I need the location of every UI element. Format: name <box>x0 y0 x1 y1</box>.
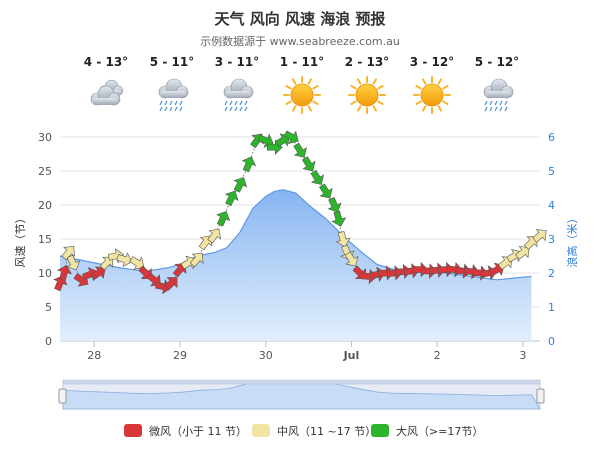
wind-arrow[interactable] <box>116 251 135 269</box>
wind-arrow[interactable] <box>334 230 351 248</box>
x-tick-label: 29 <box>173 349 187 362</box>
wind-arrow[interactable] <box>136 263 157 284</box>
wind-arrow[interactable] <box>187 249 207 269</box>
wind-arrow[interactable] <box>316 182 336 202</box>
wind-arrow[interactable] <box>231 174 250 194</box>
forecast-temp: 2 - 13° <box>345 55 389 69</box>
wind-arrow[interactable] <box>59 242 79 262</box>
y-right-tick-label: 0 <box>548 335 555 348</box>
wind-arrow[interactable] <box>325 196 344 216</box>
y-right-tick-label: 3 <box>548 233 555 246</box>
y-left-tick-label: 5 <box>45 301 52 314</box>
wind-arrow[interactable] <box>307 168 327 188</box>
y-right-tick-label: 4 <box>548 199 555 212</box>
y-left-tick-label: 15 <box>38 233 52 246</box>
legend-item-moderate[interactable]: 中风（11 ~17 节） <box>252 424 376 438</box>
y-right-tick-label: 1 <box>548 301 555 314</box>
y-left-tick-label: 10 <box>38 267 52 280</box>
chart-subtitle: 示例数据源于 www.seabreeze.com.au <box>200 34 400 48</box>
wind-arrow[interactable] <box>64 253 83 273</box>
x-tick-label: Jul <box>343 349 360 362</box>
y-right-tick-label: 2 <box>548 267 555 280</box>
y-right-axis-label: 浪高（米） <box>565 213 579 268</box>
wind-arrow[interactable] <box>214 208 233 227</box>
wind-arrow[interactable] <box>530 225 550 245</box>
wave-series <box>59 189 532 341</box>
chart-title: 天气 风向 风速 海浪 预报 <box>215 10 386 28</box>
sun-icon <box>283 76 321 114</box>
y-left-axis-label: 风速（节） <box>14 213 27 268</box>
y-left-tick-label: 0 <box>45 335 52 348</box>
forecast-row: 4 - 13° 5 - 11° 3 - 11° 1 - 11° 2 - 13° 3 - 1… <box>84 55 519 114</box>
legend-label-light: 微风（小于 11 节） <box>149 424 247 438</box>
navigator-scroll-handle[interactable] <box>62 379 541 385</box>
wind-arrow[interactable] <box>56 263 74 281</box>
rain-icon <box>223 78 254 112</box>
rain-icon <box>483 78 514 112</box>
wind-arrow[interactable] <box>89 263 109 283</box>
navigator-right-handle[interactable] <box>536 388 545 404</box>
x-tick-label: 30 <box>259 349 273 362</box>
legend-item-light[interactable]: 微风（小于 11 节） <box>124 424 247 438</box>
wind-arrow[interactable] <box>330 210 347 228</box>
navigator[interactable] <box>58 379 545 410</box>
wind-arrow[interactable] <box>205 225 225 245</box>
legend-label-moderate: 中风（11 ~17 节） <box>277 425 376 438</box>
x-tick-label: 3 <box>519 349 526 362</box>
wind-arrow[interactable] <box>299 155 319 175</box>
wind-series <box>53 127 550 295</box>
legend-swatch-strong <box>371 424 389 437</box>
forecast-temp: 5 - 11° <box>150 55 194 69</box>
sun-icon <box>348 76 386 114</box>
sun-icon <box>413 76 451 114</box>
wind-arrow[interactable] <box>282 127 302 147</box>
x-tick-label: 2 <box>434 349 441 362</box>
wind-arrow[interactable] <box>162 273 183 294</box>
x-tick-label: 28 <box>87 349 101 362</box>
wind-arrow[interactable] <box>222 188 241 208</box>
wind-arrow[interactable] <box>127 253 147 273</box>
rain-icon <box>158 78 189 112</box>
y-right-tick-label: 5 <box>548 165 555 178</box>
legend-item-strong[interactable]: 大风（>=17节） <box>371 424 483 438</box>
legend-label-strong: 大风（>=17节） <box>396 424 483 438</box>
y-right-tick-label: 6 <box>548 131 555 144</box>
forecast-temp: 4 - 13° <box>84 55 128 69</box>
wave-area <box>60 189 532 341</box>
forecast-temp: 3 - 12° <box>410 55 454 69</box>
forecast-temp: 1 - 11° <box>280 55 324 69</box>
forecast-temp: 3 - 11° <box>215 55 259 69</box>
navigator-left-handle[interactable] <box>58 388 67 404</box>
wind-arrow[interactable] <box>290 141 310 161</box>
axes: 0510152025300123456282930Jul2345 <box>38 131 555 362</box>
y-left-tick-label: 20 <box>38 199 52 212</box>
y-left-tick-label: 25 <box>38 165 52 178</box>
legend-swatch-moderate <box>252 424 270 437</box>
wind-arrow[interactable] <box>513 242 533 262</box>
legend-swatch-light <box>124 424 142 437</box>
forecast-temp: 5 - 12° <box>475 55 519 69</box>
cloudy-icon <box>90 79 124 106</box>
y-left-tick-label: 30 <box>38 131 52 144</box>
wind-arrow[interactable] <box>342 250 362 270</box>
wind-arrow[interactable] <box>240 154 258 173</box>
wind-arrow[interactable] <box>455 263 472 279</box>
legend: 微风（小于 11 节） 中风（11 ~17 节） 大风（>=17节） <box>124 424 483 438</box>
